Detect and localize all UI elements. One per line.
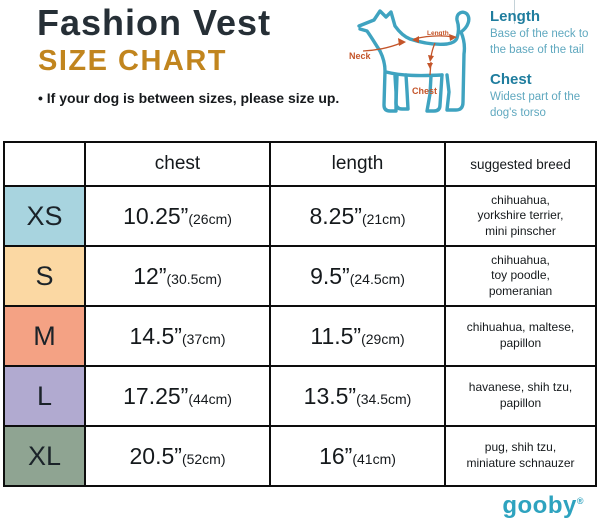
size-label: M	[33, 320, 56, 351]
header-breed: suggested breed	[470, 156, 571, 172]
breed-cell: pug, shih tzu, miniature schnauzer	[444, 425, 595, 485]
page-title: Fashion Vest	[37, 2, 272, 43]
breed-cell: havanese, shih tzu, papillon	[444, 365, 595, 425]
header-size-cell	[5, 143, 84, 185]
neck-arrow	[362, 42, 402, 52]
registered-mark: ®	[576, 496, 584, 506]
breed-cell: chihuahua, maltese, papillon	[444, 305, 595, 365]
length-cell: 13.5”(34.5cm)	[269, 365, 444, 425]
neck-label: Neck	[349, 51, 372, 61]
measurement-legend: Length Base of the neck to the base of t…	[490, 8, 592, 134]
size-cell: L	[5, 365, 84, 425]
size-cell: XL	[5, 425, 84, 485]
legend-length-term: Length	[490, 8, 540, 25]
legend-chest-desc: Widest part of the dog's torso	[490, 91, 581, 119]
chest-cell: 20.5”(52cm)	[84, 425, 269, 485]
size-cell: S	[5, 245, 84, 305]
length-cell: 9.5”(24.5cm)	[269, 245, 444, 305]
length-cell: 8.25”(21cm)	[269, 185, 444, 245]
length-cell: 11.5”(29cm)	[269, 305, 444, 365]
legend-divider	[514, 0, 515, 24]
measurement-arrows	[362, 35, 455, 76]
chest-cell: 14.5”(37cm)	[84, 305, 269, 365]
size-cell: M	[5, 305, 84, 365]
size-label: XS	[26, 200, 63, 231]
header-length: length	[331, 153, 384, 174]
page-subtitle: SIZE CHART	[38, 45, 227, 77]
chest-cell: 10.25”(26cm)	[84, 185, 269, 245]
size-label: S	[35, 260, 54, 291]
arrowheads	[398, 34, 457, 69]
sizing-note: • If your dog is between sizes, please s…	[38, 90, 340, 106]
size-cell: XS	[5, 185, 84, 245]
chest-label: Chest	[412, 86, 437, 96]
dog-outline	[357, 9, 471, 113]
gooby-logo: gooby®	[502, 492, 584, 519]
chest-cell: 17.25”(44cm)	[84, 365, 269, 425]
length-cell: 16”(41cm)	[269, 425, 444, 485]
diagram-labels: Neck Length Chest	[349, 30, 449, 96]
header-chest: chest	[154, 153, 201, 174]
dog-measurement-diagram-icon: Neck Length Chest	[349, 9, 471, 113]
length-label: Length	[427, 30, 449, 37]
breed-cell: chihuahua, yorkshire terrier, mini pinsc…	[444, 185, 595, 245]
breed-cell: chihuahua, toy poodle, pomeranian	[444, 245, 595, 305]
legend-chest-term: Chest	[490, 71, 532, 89]
size-label: XL	[27, 440, 62, 471]
chest-cell: 12”(30.5cm)	[84, 245, 269, 305]
size-label: L	[36, 380, 53, 411]
legend-length-desc: Base of the neck to the base of the tail	[490, 28, 589, 56]
size-table: chest length suggested breed XS 10.25”(2…	[3, 141, 597, 487]
